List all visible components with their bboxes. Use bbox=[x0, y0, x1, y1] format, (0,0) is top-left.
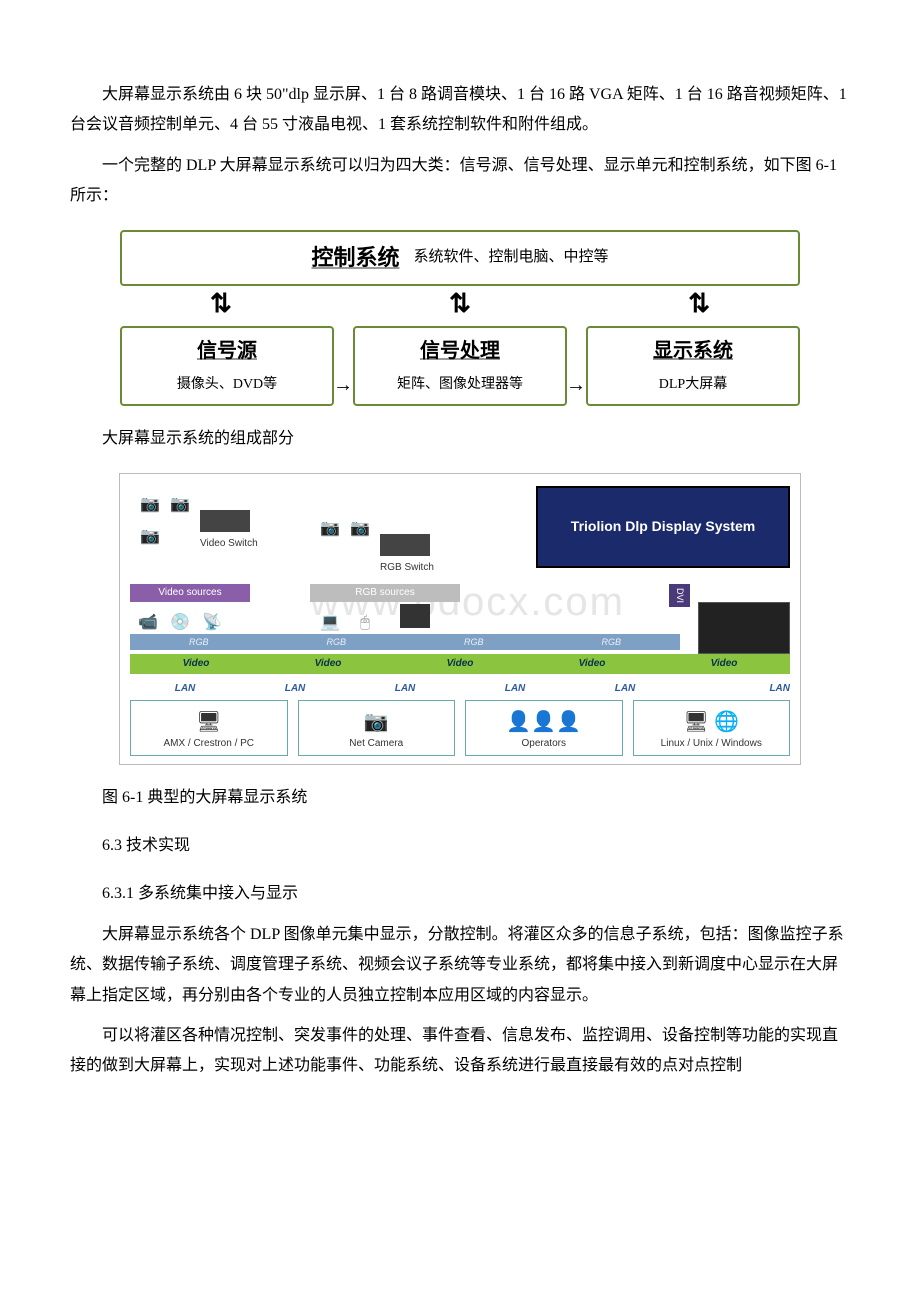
figure-block-diagram: 控制系统 系统软件、控制电脑、中控等 ⇅ ⇅ ⇅ 信号源 摄像头、DVD等 → … bbox=[70, 230, 850, 407]
paragraph-3: 大屏幕显示系统各个 DLP 图像单元集中显示，分散控制。将灌区众多的信息子系统，… bbox=[70, 920, 850, 1011]
camera-icon: 📷 bbox=[320, 514, 338, 532]
cell-title: 信号处理 bbox=[355, 332, 565, 370]
lan-label: LAN bbox=[240, 679, 350, 698]
rgb-switch-box bbox=[380, 534, 430, 556]
cell-subtitle: DLP大屏幕 bbox=[588, 372, 798, 399]
video-label: Video bbox=[526, 654, 658, 673]
signal-processing-box: → 信号处理 矩阵、图像处理器等 bbox=[353, 326, 567, 407]
person-icon: 👤👤👤 bbox=[506, 712, 581, 732]
rgb-label: RGB bbox=[268, 634, 406, 650]
figure-mid-caption: 大屏幕显示系统的组成部分 bbox=[70, 424, 850, 454]
rgb-label: RGB bbox=[130, 634, 268, 650]
camera-icon: 📷 bbox=[140, 522, 158, 540]
rgb-channel-row: RGB RGB RGB RGB bbox=[130, 634, 680, 650]
control-system-title: 控制系统 bbox=[311, 237, 399, 279]
device-icon bbox=[400, 604, 430, 628]
display-system-box: → 显示系统 DLP大屏幕 bbox=[586, 326, 800, 407]
paragraph-2: 一个完整的 DLP 大屏幕显示系统可以归为四大类：信号源、信号处理、显示单元和控… bbox=[70, 151, 850, 212]
lan-label: LAN bbox=[460, 679, 570, 698]
box-label: Linux / Unix / Windows bbox=[661, 734, 762, 753]
computer-icon: 🖥 🌐 bbox=[683, 712, 739, 732]
video-label: Video bbox=[658, 654, 790, 673]
vertical-arrows-row: ⇅ ⇅ ⇅ bbox=[120, 286, 800, 322]
rgb-label: RGB bbox=[405, 634, 543, 650]
video-switch-label: Video Switch bbox=[200, 534, 258, 553]
signal-source-box: 信号源 摄像头、DVD等 bbox=[120, 326, 334, 407]
camera-icon: 📷 bbox=[350, 514, 368, 532]
dvi-label: DVI bbox=[669, 584, 690, 607]
cell-subtitle: 矩阵、图像处理器等 bbox=[355, 372, 565, 399]
net-camera-box: 📷 Net Camera bbox=[298, 700, 456, 756]
lan-label: LAN bbox=[570, 679, 680, 698]
cell-title: 显示系统 bbox=[588, 332, 798, 370]
figure-6-1-caption: 图 6-1 典型的大屏幕显示系统 bbox=[70, 783, 850, 813]
lan-label: LAN bbox=[130, 679, 240, 698]
video-label: Video bbox=[394, 654, 526, 673]
display-system-banner: Triolion Dlp Display System bbox=[536, 486, 790, 568]
os-box: 🖥 🌐 Linux / Unix / Windows bbox=[633, 700, 791, 756]
device-icon: 📹 bbox=[138, 608, 156, 626]
box-label: Operators bbox=[522, 734, 566, 753]
device-icon: 💻 bbox=[320, 608, 338, 626]
video-switch-box bbox=[200, 510, 250, 532]
cell-subtitle: 摄像头、DVD等 bbox=[122, 372, 332, 399]
lan-label: LAN bbox=[680, 679, 790, 698]
camera-icon: 📷 bbox=[364, 712, 389, 732]
paragraph-1: 大屏幕显示系统由 6 块 50"dlp 显示屏、1 台 8 路调音模块、1 台 … bbox=[70, 80, 850, 141]
box-label: AMX / Crestron / PC bbox=[163, 734, 254, 753]
right-arrow-icon: → bbox=[566, 366, 586, 404]
control-system-box: 控制系统 系统软件、控制电脑、中控等 bbox=[120, 230, 800, 286]
rgb-switch-label: RGB Switch bbox=[380, 558, 434, 577]
camera-icon: 📷 bbox=[140, 490, 158, 508]
paragraph-4: 可以将灌区各种情况控制、突发事件的处理、事件查看、信息发布、监控调用、设备控制等… bbox=[70, 1021, 850, 1082]
camera-icon: 📷 bbox=[170, 490, 188, 508]
video-label: Video bbox=[262, 654, 394, 673]
right-arrow-icon: → bbox=[333, 366, 353, 404]
figure-topology: www.bdocx.com 📷 📷 📷 Video Switch 📷 📷 RGB… bbox=[70, 473, 850, 765]
amx-box: 🖥 AMX / Crestron / PC bbox=[130, 700, 288, 756]
section-6-3-1-heading: 6.3.1 多系统集中接入与显示 bbox=[70, 879, 850, 909]
section-6-3-heading: 6.3 技术实现 bbox=[70, 831, 850, 861]
server-rack-icon bbox=[698, 602, 790, 654]
bidir-arrow-icon: ⇅ bbox=[688, 291, 710, 317]
video-label: Video bbox=[130, 654, 262, 673]
device-icon: 🖱 bbox=[356, 608, 374, 626]
device-icon: 📡 bbox=[202, 608, 220, 626]
three-cells-row: 信号源 摄像头、DVD等 → 信号处理 矩阵、图像处理器等 → 显示系统 DLP… bbox=[120, 326, 800, 407]
bidir-arrow-icon: ⇅ bbox=[449, 291, 471, 317]
control-system-subtitle: 系统软件、控制电脑、中控等 bbox=[414, 243, 609, 272]
device-icon: 💿 bbox=[170, 608, 188, 626]
lan-row: LAN LAN LAN LAN LAN LAN bbox=[130, 679, 790, 698]
pc-icon: 🖥 bbox=[196, 712, 221, 732]
video-channel-row: Video Video Video Video Video bbox=[130, 654, 790, 674]
bottom-boxes-row: 🖥 AMX / Crestron / PC 📷 Net Camera 👤👤👤 O… bbox=[130, 700, 790, 756]
video-sources-bar: Video sources bbox=[130, 584, 250, 602]
rgb-sources-bar: RGB sources bbox=[310, 584, 460, 602]
lan-label: LAN bbox=[350, 679, 460, 698]
cell-title: 信号源 bbox=[122, 332, 332, 370]
bidir-arrow-icon: ⇅ bbox=[210, 291, 232, 317]
document-page: 大屏幕显示系统由 6 块 50"dlp 显示屏、1 台 8 路调音模块、1 台 … bbox=[0, 0, 920, 1152]
operators-box: 👤👤👤 Operators bbox=[465, 700, 623, 756]
rgb-label: RGB bbox=[543, 634, 681, 650]
box-label: Net Camera bbox=[349, 734, 403, 753]
